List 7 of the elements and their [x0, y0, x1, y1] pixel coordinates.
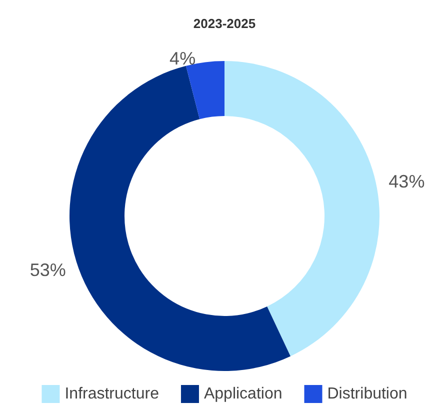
data-label: 4% — [170, 48, 196, 68]
chart-title: 2023-2025 — [193, 16, 256, 31]
data-label: 43% — [388, 171, 425, 192]
data-label: 53% — [30, 260, 66, 280]
legend-label: Application — [204, 386, 282, 402]
legend-label: Distribution — [327, 386, 408, 402]
legend-label: Infrastructure — [64, 386, 160, 402]
